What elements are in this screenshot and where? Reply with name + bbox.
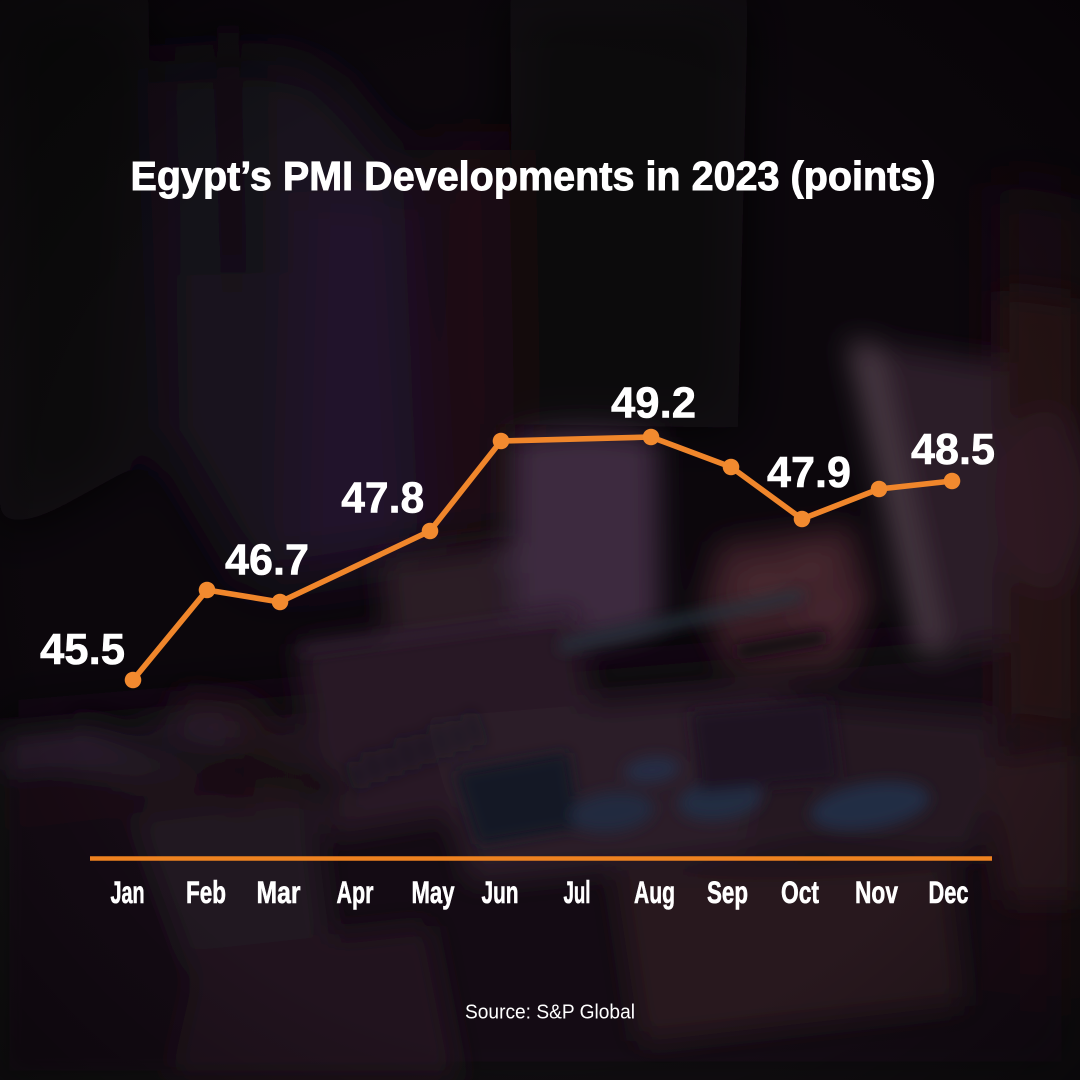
svg-text:Jul: Jul [564,874,591,910]
svg-text:49.2: 49.2 [611,380,696,428]
svg-text:Source: S&P Global: Source: S&P Global [465,1001,635,1024]
svg-text:Oct: Oct [781,874,819,910]
svg-text:46.7: 46.7 [225,537,309,585]
svg-text:Mar: Mar [257,874,301,910]
svg-text:Feb: Feb [186,874,226,910]
svg-text:47.8: 47.8 [341,475,424,523]
svg-text:Sep: Sep [707,874,748,910]
svg-text:Jun: Jun [482,874,519,910]
svg-text:45.5: 45.5 [40,626,125,674]
svg-text:Aug: Aug [634,874,675,910]
svg-text:Apr: Apr [337,874,374,910]
svg-text:May: May [412,874,455,910]
svg-text:Jan: Jan [111,874,145,910]
svg-text:48.5: 48.5 [911,426,995,474]
svg-text:47.9: 47.9 [767,449,851,497]
svg-text:Egypt’s PMI Developments in 20: Egypt’s PMI Developments in 2023 (points… [131,153,936,199]
svg-text:Nov: Nov [855,874,898,910]
svg-text:Dec: Dec [929,874,969,910]
